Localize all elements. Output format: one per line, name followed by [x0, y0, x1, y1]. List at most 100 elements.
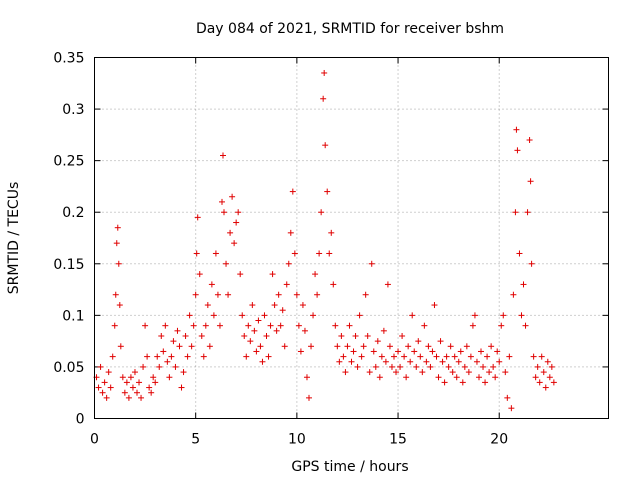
- data-point: [433, 353, 440, 360]
- data-point: [303, 374, 310, 381]
- data-point: [172, 363, 179, 370]
- data-point: [417, 353, 424, 360]
- x-tick-label: 0: [90, 432, 99, 448]
- data-point: [257, 343, 264, 350]
- data-point: [241, 332, 248, 339]
- data-point: [352, 332, 359, 339]
- data-point: [376, 374, 383, 381]
- data-point: [146, 384, 153, 391]
- data-point: [358, 353, 365, 360]
- data-point: [162, 322, 169, 329]
- data-point: [136, 379, 143, 386]
- data-point: [437, 338, 444, 345]
- data-point: [328, 229, 335, 236]
- data-point: [321, 69, 328, 76]
- data-point: [350, 348, 357, 355]
- data-point: [431, 302, 438, 309]
- data-point: [447, 343, 454, 350]
- x-axis-label: GPS time / hours: [291, 459, 408, 475]
- data-point: [510, 291, 517, 298]
- data-point: [314, 291, 321, 298]
- data-point: [362, 291, 369, 298]
- data-point: [180, 369, 187, 376]
- y-axis-label: SRMTID / TECUs: [6, 182, 22, 295]
- data-point: [513, 126, 520, 133]
- y-tick-label: 0.25: [53, 154, 84, 170]
- data-point: [332, 322, 339, 329]
- data-point: [348, 358, 355, 365]
- data-point: [186, 312, 193, 319]
- data-point: [356, 312, 363, 319]
- data-point: [160, 348, 167, 355]
- data-point: [119, 374, 126, 381]
- data-point: [449, 369, 456, 376]
- data-point: [451, 353, 458, 360]
- data-point: [174, 327, 181, 334]
- x-tick-label: 15: [389, 432, 407, 448]
- data-point: [465, 369, 472, 376]
- data-point: [532, 374, 539, 381]
- data-point: [484, 353, 491, 360]
- data-point: [522, 322, 529, 329]
- data-point: [233, 219, 240, 226]
- data-point: [255, 317, 262, 324]
- data-point: [502, 369, 509, 376]
- data-point: [421, 322, 428, 329]
- data-point: [144, 353, 151, 360]
- plot-frame: [94, 57, 609, 419]
- data-point: [364, 332, 371, 339]
- data-point: [253, 348, 260, 355]
- data-point: [390, 353, 397, 360]
- data-point: [469, 322, 476, 329]
- data-point: [194, 214, 201, 221]
- x-tick-label: 20: [490, 432, 508, 448]
- data-point: [496, 358, 503, 365]
- data-point: [409, 312, 416, 319]
- data-point: [112, 291, 119, 298]
- y-tick-label: 0.3: [62, 102, 84, 118]
- data-point: [105, 369, 112, 376]
- data-point: [115, 260, 122, 267]
- data-points: [93, 69, 557, 412]
- data-point: [542, 384, 549, 391]
- data-point: [148, 389, 155, 396]
- data-point: [269, 271, 276, 278]
- data-point: [312, 271, 319, 278]
- data-point: [281, 343, 288, 350]
- data-point: [482, 379, 489, 386]
- data-point: [407, 358, 414, 365]
- data-point: [455, 358, 462, 365]
- data-point: [419, 369, 426, 376]
- data-point: [251, 327, 258, 334]
- data-point: [393, 369, 400, 376]
- data-point: [423, 358, 430, 365]
- data-point: [237, 271, 244, 278]
- data-point: [170, 338, 177, 345]
- data-point: [494, 348, 501, 355]
- data-point: [156, 363, 163, 370]
- x-tick-label: 5: [191, 432, 200, 448]
- data-point: [150, 374, 157, 381]
- data-point: [121, 389, 128, 396]
- data-point: [117, 343, 124, 350]
- data-point: [261, 312, 268, 319]
- data-point: [340, 353, 347, 360]
- data-point: [478, 348, 485, 355]
- data-point: [218, 198, 225, 205]
- data-point: [318, 209, 325, 216]
- data-point: [427, 363, 434, 370]
- data-point: [97, 363, 104, 370]
- data-point: [492, 374, 499, 381]
- data-point: [534, 363, 541, 370]
- data-point: [287, 229, 294, 236]
- data-point: [285, 260, 292, 267]
- data-point: [308, 343, 315, 350]
- data-point: [142, 322, 149, 329]
- data-point: [291, 250, 298, 257]
- data-point: [504, 394, 511, 401]
- data-point: [326, 250, 333, 257]
- data-point: [229, 193, 236, 200]
- data-point: [306, 394, 313, 401]
- data-point: [516, 250, 523, 257]
